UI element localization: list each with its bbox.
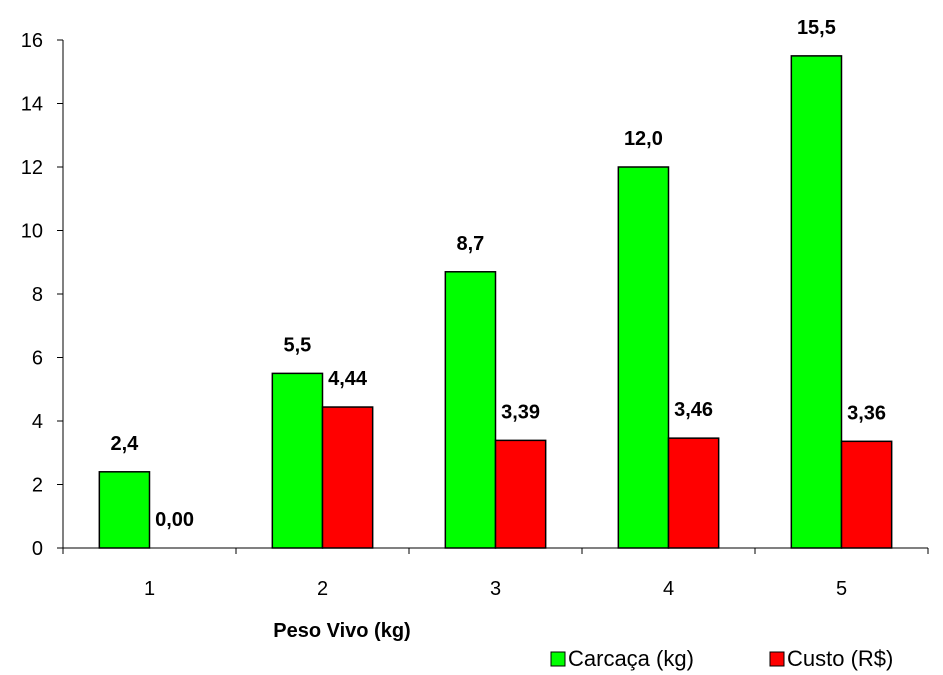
y-tick-label: 0 — [32, 538, 43, 560]
data-labels: 2,4 5,5 8,7 12,0 15,5 0,00 4,44 3,39 3,46 3,36 — [111, 17, 887, 531]
legend-swatch-custo — [769, 651, 785, 667]
data-label-carcaca: 12,0 — [624, 128, 663, 150]
legend-label-custo: Custo (R$) — [787, 646, 893, 671]
data-label-custo: 3,39 — [501, 401, 540, 423]
bar-carcaca — [790, 55, 843, 549]
x-axis: 1 2 3 4 5 — [62, 547, 929, 600]
x-axis-title: Peso Vivo (kg) — [273, 620, 410, 642]
bar-custo — [494, 439, 547, 549]
y-axis: 0 2 4 6 8 10 12 14 16 — [21, 30, 64, 560]
data-label-carcaca: 15,5 — [797, 17, 836, 39]
data-label-custo: 4,44 — [328, 368, 368, 390]
x-tick-label: 4 — [663, 578, 674, 600]
data-label-carcaca: 5,5 — [284, 334, 312, 356]
bar-carcaca — [98, 471, 151, 549]
legend-swatch-carcaca — [550, 651, 566, 667]
y-tick-label: 8 — [32, 284, 43, 306]
x-tick-label: 3 — [490, 578, 501, 600]
y-tick-label: 14 — [21, 94, 43, 116]
bar-carcaca — [444, 271, 497, 549]
x-tick-label: 2 — [317, 578, 328, 600]
bar-custo — [840, 440, 893, 549]
data-label-custo: 3,36 — [847, 402, 886, 424]
bar-custo — [667, 437, 720, 549]
y-tick-label: 6 — [32, 348, 43, 370]
y-tick-label: 2 — [32, 475, 43, 497]
bar-custo — [321, 406, 374, 549]
x-tick-label: 1 — [144, 578, 155, 600]
data-label-carcaca: 2,4 — [111, 433, 140, 455]
x-tick-label: 5 — [836, 578, 847, 600]
y-tick-label: 16 — [21, 30, 43, 52]
bar-carcaca — [617, 166, 670, 549]
data-label-custo: 0,00 — [155, 509, 194, 531]
y-tick-label: 12 — [21, 157, 43, 179]
bar-carcaca — [271, 372, 324, 549]
bars — [98, 55, 893, 549]
data-label-carcaca: 8,7 — [457, 233, 485, 255]
y-tick-label: 4 — [32, 411, 43, 433]
legend: Carcaça (kg) Custo (R$) — [550, 646, 893, 671]
data-label-custo: 3,46 — [674, 399, 713, 421]
y-tick-label: 10 — [21, 221, 43, 243]
legend-label-carcaca: Carcaça (kg) — [568, 646, 694, 671]
